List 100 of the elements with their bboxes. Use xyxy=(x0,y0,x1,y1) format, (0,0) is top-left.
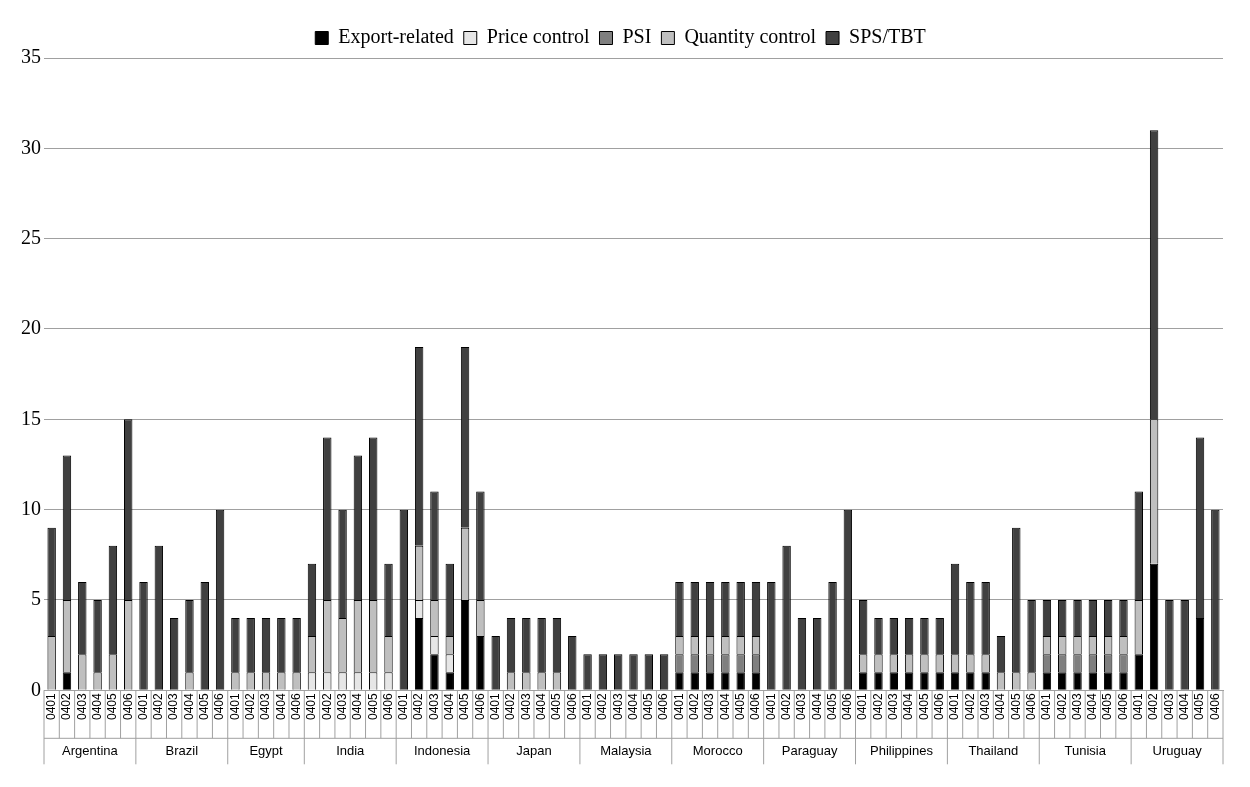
x-tick-label: 0405 xyxy=(641,692,656,721)
x-tick-label: 0401 xyxy=(855,692,870,721)
x-tick-label: 0403 xyxy=(334,692,349,721)
y-tick-label: 30 xyxy=(21,135,41,158)
x-tick-label: 0403 xyxy=(794,692,809,721)
legend-label: Price control xyxy=(486,25,590,48)
x-tick-label: 0401 xyxy=(396,692,411,721)
x-tick-label: 0404 xyxy=(273,692,288,721)
y-tick-label: 5 xyxy=(31,587,41,610)
x-tick-label: 0403 xyxy=(258,692,273,721)
x-tick-label: 0405 xyxy=(1100,692,1115,721)
text: India xyxy=(336,742,366,758)
x-tick-label: 0402 xyxy=(319,692,334,721)
text: Thailand xyxy=(968,742,1019,758)
x-tick-label: 0404 xyxy=(181,692,196,721)
x-tick-label: 0404 xyxy=(1085,692,1100,721)
x-tick-label: 0402 xyxy=(411,692,426,721)
x-tick-label: 0401 xyxy=(135,692,150,721)
text: Indonesia xyxy=(413,742,472,758)
legend-label: Export-related xyxy=(338,25,454,49)
x-tick-label: 0406 xyxy=(1115,692,1130,721)
x-tick-label: 0406 xyxy=(1207,692,1222,721)
x-tick-label: 0404 xyxy=(717,692,732,721)
x-tick-label: 0406 xyxy=(212,692,227,721)
bar xyxy=(675,672,684,690)
text: Philippines xyxy=(870,742,934,758)
x-tick-label: 0406 xyxy=(656,692,671,721)
y-tick-label: 35 xyxy=(21,45,41,68)
x-tick-label: 0401 xyxy=(579,692,594,721)
x-tick-label: 0406 xyxy=(380,692,395,721)
x-tick-label: 0405 xyxy=(824,692,839,721)
x-tick-label: 0404 xyxy=(350,692,365,721)
bar xyxy=(430,654,439,690)
x-tick-label: 0404 xyxy=(625,692,640,721)
x-tick-label: 0401 xyxy=(227,692,242,721)
bar xyxy=(1073,672,1082,690)
x-tick-label: 0402 xyxy=(1054,692,1069,721)
x-tick-label: 0401 xyxy=(488,692,503,721)
bar xyxy=(874,672,883,690)
bar xyxy=(920,672,929,690)
x-tick-label: 0401 xyxy=(304,692,319,721)
x-tick-label: 0402 xyxy=(59,692,74,721)
y-tick-label: 25 xyxy=(21,225,41,248)
text: Morocco xyxy=(692,742,743,758)
x-tick-label: 0406 xyxy=(472,692,487,721)
x-tick-label: 0401 xyxy=(763,692,778,721)
y-tick-label: 10 xyxy=(21,496,41,519)
x-tick-label: 0403 xyxy=(1069,692,1084,721)
legend-label: PSI xyxy=(622,25,652,48)
x-tick-label: 0404 xyxy=(1177,692,1192,721)
x-tick-label: 0404 xyxy=(993,692,1008,721)
x-tick-label: 0403 xyxy=(74,692,89,721)
legend-label: Quantity control xyxy=(684,25,817,49)
x-tick-label: 0405 xyxy=(105,692,120,721)
x-tick-label: 0402 xyxy=(595,692,610,721)
text: Paraguay xyxy=(781,742,838,758)
x-tick-label: 0401 xyxy=(1039,692,1054,721)
text: Tunisia xyxy=(1064,742,1107,758)
legend-label: SPS/TBT xyxy=(849,25,926,48)
x-tick-label: 0402 xyxy=(503,692,518,721)
text: Malaysia xyxy=(600,742,653,758)
text: Japan xyxy=(516,742,552,758)
x-tick-label: 0401 xyxy=(671,692,686,721)
bar xyxy=(966,672,975,690)
x-tick-label: 0402 xyxy=(778,692,793,721)
x-tick-label: 0403 xyxy=(518,692,533,721)
x-tick-label: 0404 xyxy=(442,692,457,721)
x-tick-label: 0402 xyxy=(962,692,977,721)
text: Uruguay xyxy=(1152,742,1203,758)
x-tick-label: 0406 xyxy=(288,692,303,721)
text: Egypt xyxy=(249,742,284,758)
x-tick-label: 0402 xyxy=(243,692,258,721)
y-tick-label: 20 xyxy=(21,316,41,339)
x-tick-label: 0405 xyxy=(365,692,380,721)
x-tick-label: 0404 xyxy=(901,692,916,721)
x-tick-label: 0402 xyxy=(1146,692,1161,721)
bar xyxy=(1119,672,1128,690)
x-tick-label: 0405 xyxy=(197,692,212,721)
x-tick-label: 0401 xyxy=(1131,692,1146,721)
text: Argentina xyxy=(62,742,119,758)
bar xyxy=(981,672,990,690)
x-tick-label: 0403 xyxy=(166,692,181,721)
x-tick-label: 0403 xyxy=(1161,692,1176,721)
x-tick-label: 0401 xyxy=(947,692,962,721)
x-tick-label: 0403 xyxy=(426,692,441,721)
x-tick-label: 0402 xyxy=(151,692,166,721)
x-tick-label: 0403 xyxy=(977,692,992,721)
x-tick-label: 0404 xyxy=(533,692,548,721)
y-tick-label: 15 xyxy=(21,406,41,429)
x-tick-label: 0403 xyxy=(702,692,717,721)
bar xyxy=(721,672,730,690)
x-tick-label: 0405 xyxy=(1008,692,1023,721)
x-tick-label: 0405 xyxy=(549,692,564,721)
x-tick-label: 0405 xyxy=(732,692,747,721)
y-tick-label: 0 xyxy=(31,677,41,700)
x-tick-label: 0405 xyxy=(916,692,931,721)
text: Brazil xyxy=(165,742,199,758)
x-tick-label: 0404 xyxy=(89,692,104,721)
x-tick-label: 0402 xyxy=(687,692,702,721)
x-tick-label: 0403 xyxy=(610,692,625,721)
